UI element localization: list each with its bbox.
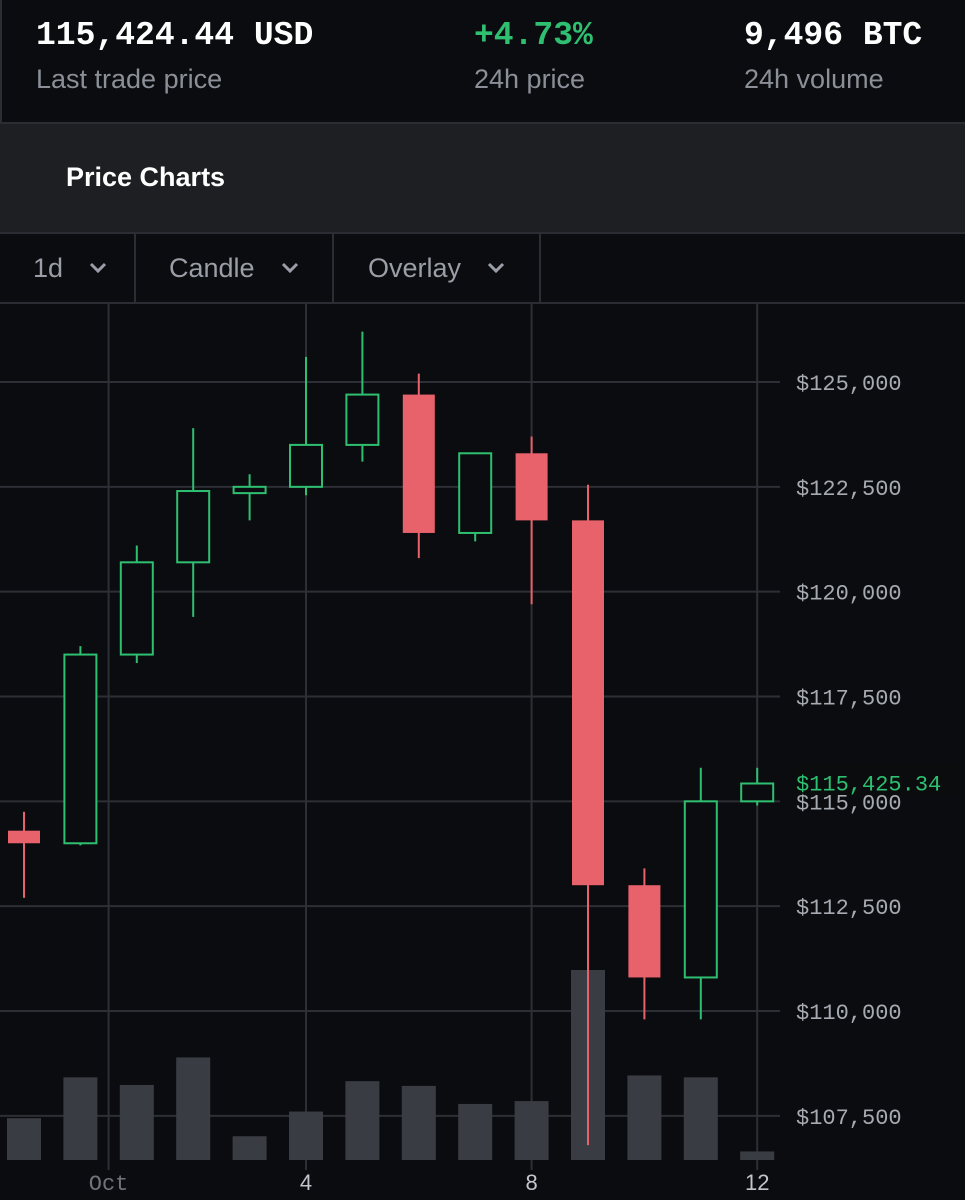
price-tick-label: $107,500 [796, 1106, 902, 1131]
candle-body [63, 653, 98, 845]
panel-title: Price Charts [66, 162, 226, 192]
candle-body [628, 885, 661, 978]
last-trade-price: 115,424.44 USD [36, 17, 314, 54]
candle-down [515, 436, 548, 605]
candle-down [628, 868, 661, 1020]
candles [8, 331, 775, 1146]
candle-body [119, 561, 154, 656]
candle-up [289, 356, 323, 496]
chevron-down-icon [487, 262, 505, 274]
volume-bars [7, 970, 775, 1160]
candle-up [740, 767, 775, 806]
interval-dropdown[interactable]: 1d [0, 234, 136, 302]
date-tick-label: 4 [300, 1170, 312, 1195]
candle-body [345, 393, 380, 446]
price-tick-label: $122,500 [796, 477, 902, 502]
volume-24h-label: 24h volume [744, 64, 884, 94]
volume-bar [176, 1057, 211, 1160]
candle-up [683, 767, 718, 1020]
volume-bar [458, 1103, 493, 1160]
price-change-stat: +4.73% 24h price [474, 16, 593, 95]
price-tick-label: $120,000 [796, 582, 902, 607]
chevron-down-icon [281, 262, 298, 274]
candle-up [458, 452, 493, 542]
candle-body [458, 452, 493, 534]
volume-bar [514, 1101, 549, 1160]
overlay-dropdown[interactable]: Overlay [334, 234, 541, 302]
candle-body [176, 490, 211, 564]
volume-bar [740, 1151, 775, 1160]
candle-down [572, 484, 604, 1146]
candle-up [63, 646, 98, 846]
price-tick-label: $117,500 [796, 687, 902, 712]
volume-bar [63, 1077, 98, 1160]
candlestick-chart[interactable]: $107,500 $110,000 $112,500 $115,000 $117,500… [0, 304, 965, 1200]
candle-body [402, 394, 435, 533]
interval-label: 1d [33, 252, 64, 283]
price-tick-label: $125,000 [796, 372, 902, 397]
chart-type-dropdown[interactable]: Candle [136, 234, 334, 302]
candle-down [402, 373, 435, 559]
chart-grid [0, 304, 780, 1170]
candle-body [572, 520, 604, 886]
candle-body [8, 830, 40, 844]
market-stats-bar: 115,424.44 USD Last trade price +4.73% 2… [0, 0, 965, 124]
volume-24h: 9,496 BTC [744, 17, 923, 54]
volume-bar [289, 1111, 323, 1160]
volume-stat: 9,496 BTC 24h volume [744, 16, 922, 95]
chart-type-label: Candle [169, 252, 255, 283]
last-trade-stat: 115,424.44 USD Last trade price [36, 16, 313, 95]
volume-bar [627, 1075, 662, 1160]
current-price-label: $115,425.34 [796, 772, 941, 797]
price-charts-header: Price Charts [0, 124, 965, 232]
volume-bar [401, 1085, 436, 1160]
price-change-24h: +4.73% [474, 17, 593, 54]
candle-body [515, 453, 548, 521]
price-tick-label: $115,000 [796, 791, 902, 816]
candle-up [119, 545, 154, 663]
volume-bar [119, 1084, 154, 1160]
price-change-label: 24h price [474, 64, 586, 94]
candle-up [232, 474, 267, 521]
candle-up [176, 428, 211, 617]
candle-down [8, 811, 40, 898]
chevron-down-icon [89, 262, 107, 274]
price-axis: $107,500 $110,000 $112,500 $115,000 $117,500… [792, 372, 965, 1131]
candle-body [683, 800, 718, 979]
price-tick-label: $112,500 [796, 896, 902, 921]
last-trade-price-label: Last trade price [36, 64, 223, 94]
candle-body [232, 485, 267, 495]
volume-bar [7, 1118, 41, 1160]
candle-body [289, 443, 323, 488]
volume-bar [232, 1136, 267, 1160]
chart-toolbar: 1d Candle Overlay [0, 232, 965, 304]
date-axis: Oct 4 8 12 [89, 1170, 770, 1197]
date-tick-label: Oct [89, 1172, 129, 1197]
current-price-label-bg [792, 764, 965, 795]
price-tick-label: $110,000 [796, 1001, 902, 1026]
candle-up [345, 331, 380, 462]
candle-body [740, 782, 775, 803]
date-tick-label: 12 [745, 1170, 769, 1195]
volume-bar [683, 1077, 718, 1160]
volume-bar [345, 1081, 380, 1160]
date-tick-label: 8 [525, 1170, 537, 1195]
overlay-label: Overlay [368, 252, 462, 283]
